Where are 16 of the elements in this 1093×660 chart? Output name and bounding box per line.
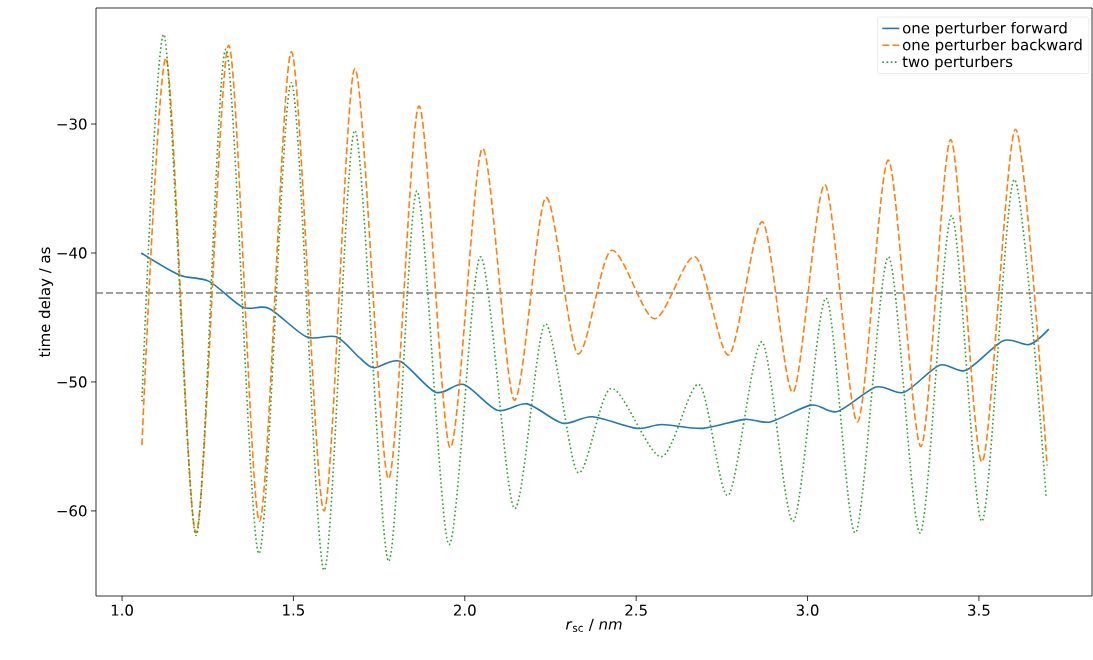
x-axis-title: r$_{sc}$ / nm	[565, 618, 622, 632]
legend-label: one perturber forward	[902, 22, 1067, 37]
x-tick-label: 1.0	[111, 604, 133, 616]
x-tick-label: 3.5	[968, 604, 990, 616]
legend-label: two perturbers	[902, 55, 1013, 71]
y-tick-label: −60	[57, 505, 87, 517]
y-tick-label: −40	[57, 247, 87, 259]
x-tick-label: 2.5	[625, 604, 647, 616]
x-tick-label: 2.0	[454, 604, 476, 616]
x-tick-label: 1.5	[283, 604, 304, 616]
y-axis-title: time delay / as	[38, 247, 54, 357]
line-series	[140, 252, 1050, 430]
legend-label: one perturber backward	[902, 38, 1082, 54]
x-tick-label: 3.0	[796, 604, 819, 616]
y-tick-label: −30	[57, 118, 87, 130]
y-tick-label: −50	[57, 376, 87, 388]
